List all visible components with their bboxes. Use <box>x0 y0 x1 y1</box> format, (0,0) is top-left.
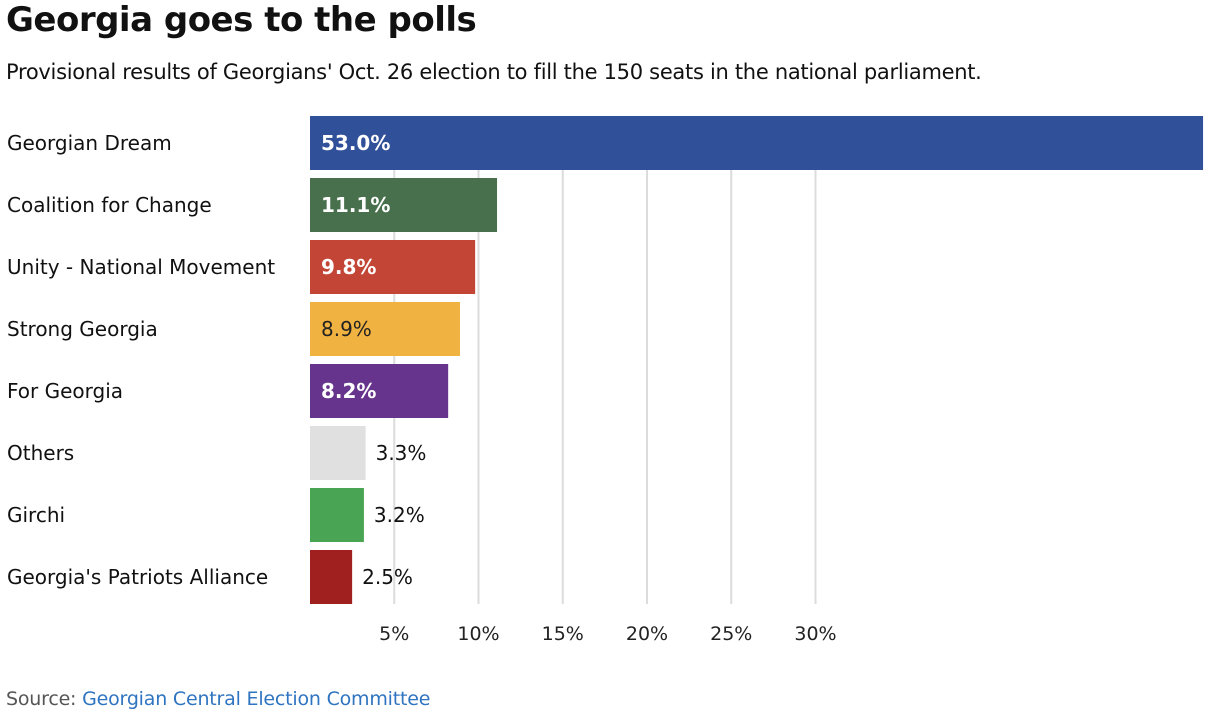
x-tick-label: 10% <box>457 623 499 645</box>
bar[interactable] <box>310 364 449 418</box>
category-label: Georgian Dream <box>7 131 172 155</box>
category-label: For Georgia <box>7 379 123 403</box>
category-label: Coalition for Change <box>7 193 212 217</box>
x-tick-label: 20% <box>626 623 668 645</box>
bar[interactable] <box>310 550 353 604</box>
bar[interactable] <box>310 116 1204 170</box>
chart-subtitle: Provisional results of Georgians' Oct. 2… <box>6 60 982 84</box>
category-label: Strong Georgia <box>7 317 158 341</box>
bar[interactable] <box>310 302 460 356</box>
data-label: 2.5% <box>362 565 413 589</box>
x-tick-label: 15% <box>542 623 584 645</box>
x-tick-label: 5% <box>379 623 409 645</box>
chart-title: Georgia goes to the polls <box>6 0 477 40</box>
category-label: Unity - National Movement <box>7 255 275 279</box>
category-label: Girchi <box>7 503 65 527</box>
category-label: Georgia's Patriots Alliance <box>7 565 268 589</box>
bar[interactable] <box>310 426 366 480</box>
data-label: 9.8% <box>321 255 376 279</box>
data-label: 11.1% <box>321 193 390 217</box>
bar[interactable] <box>310 178 498 232</box>
bar[interactable] <box>310 488 364 542</box>
x-tick-label: 30% <box>794 623 836 645</box>
data-label: 8.9% <box>321 317 372 341</box>
source-label: Source: <box>6 688 77 710</box>
source-note: Source: Georgian Central Election Commit… <box>6 688 430 710</box>
data-label: 8.2% <box>321 379 376 403</box>
bar[interactable] <box>310 240 476 294</box>
category-label: Others <box>7 441 74 465</box>
source-link[interactable]: Georgian Central Election Committee <box>82 688 431 710</box>
data-label: 3.3% <box>376 441 427 465</box>
data-label: 3.2% <box>374 503 425 527</box>
data-label: 53.0% <box>321 131 390 155</box>
x-tick-label: 25% <box>710 623 752 645</box>
